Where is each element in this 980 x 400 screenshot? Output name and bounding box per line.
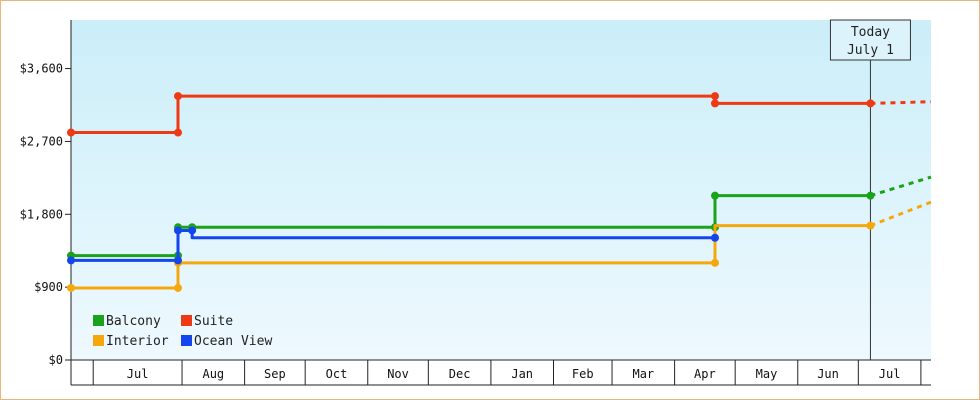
legend-swatch-interior xyxy=(93,335,104,346)
series-line-ocean-view xyxy=(71,228,715,262)
data-point-balcony xyxy=(710,191,719,200)
series-interior xyxy=(67,200,932,292)
x-tick-label: Mar xyxy=(632,367,654,381)
data-point-interior xyxy=(866,221,875,230)
data-point-balcony xyxy=(866,191,875,200)
projection-line-balcony xyxy=(869,175,932,198)
series-layer xyxy=(67,92,932,292)
data-point-ocean-view xyxy=(173,256,182,265)
series-suite xyxy=(67,92,932,137)
today-box xyxy=(829,19,911,61)
x-tick-label: Jan xyxy=(511,367,533,381)
data-point-suite xyxy=(173,128,182,137)
today-label: Today xyxy=(851,25,890,40)
plot-background xyxy=(71,20,931,360)
x-tick-label: Dec xyxy=(449,367,471,381)
data-point-ocean-view xyxy=(188,226,197,235)
data-point-ocean-view xyxy=(67,256,75,265)
x-tick-label: Feb xyxy=(572,367,594,381)
legend-label-interior: Interior xyxy=(106,334,169,349)
series-line-suite xyxy=(71,94,871,135)
data-point-interior xyxy=(173,283,182,292)
data-point-suite xyxy=(866,99,875,108)
x-tick-label: Jul xyxy=(127,367,149,381)
data-point-suite xyxy=(173,92,182,101)
legend-label-balcony: Balcony xyxy=(106,314,161,329)
data-point-interior xyxy=(67,283,75,292)
data-point-suite xyxy=(710,92,719,101)
x-tick-label: Aug xyxy=(202,367,224,381)
x-tick-label: Sep xyxy=(264,367,286,381)
y-tick-label: $3,600 xyxy=(20,62,63,76)
projection-line-interior xyxy=(869,200,932,228)
x-axis: Jul Aug Sep Oct Nov Dec Jan Feb Mar Apr May Jun Jul xyxy=(71,359,931,386)
y-axis: $0 $900 $1,800 $2,700 $3,600 xyxy=(20,20,72,385)
projection-line-suite xyxy=(870,100,932,105)
data-point-suite xyxy=(710,99,719,108)
data-point-suite xyxy=(67,128,75,137)
series-ocean-view xyxy=(67,226,719,265)
x-tick-label: Jul xyxy=(879,367,901,381)
y-tick-label: $1,800 xyxy=(20,207,63,221)
y-tick-label: $2,700 xyxy=(20,134,63,148)
data-point-ocean-view xyxy=(173,226,182,235)
legend: Balcony Suite Interior Ocean View xyxy=(93,314,272,349)
x-tick-label: Oct xyxy=(326,367,348,381)
legend-label-suite: Suite xyxy=(194,314,233,329)
x-tick-label: Apr xyxy=(694,367,716,381)
legend-swatch-suite xyxy=(181,315,192,326)
today-date-label: July 1 xyxy=(847,43,894,58)
x-tick-label: May xyxy=(756,367,778,381)
data-point-ocean-view xyxy=(710,233,719,242)
legend-swatch-ocean-view xyxy=(181,335,192,346)
legend-label-ocean-view: Ocean View xyxy=(194,334,272,349)
x-tick-label: Jun xyxy=(817,367,839,381)
series-line-interior xyxy=(71,224,871,290)
today-marker: Today July 1 xyxy=(829,19,911,360)
y-tick-label: $0 xyxy=(49,353,63,367)
x-tick-label: Nov xyxy=(387,367,409,381)
legend-swatch-balcony xyxy=(93,315,104,326)
data-point-interior xyxy=(710,258,719,267)
y-tick-label: $900 xyxy=(34,280,63,294)
